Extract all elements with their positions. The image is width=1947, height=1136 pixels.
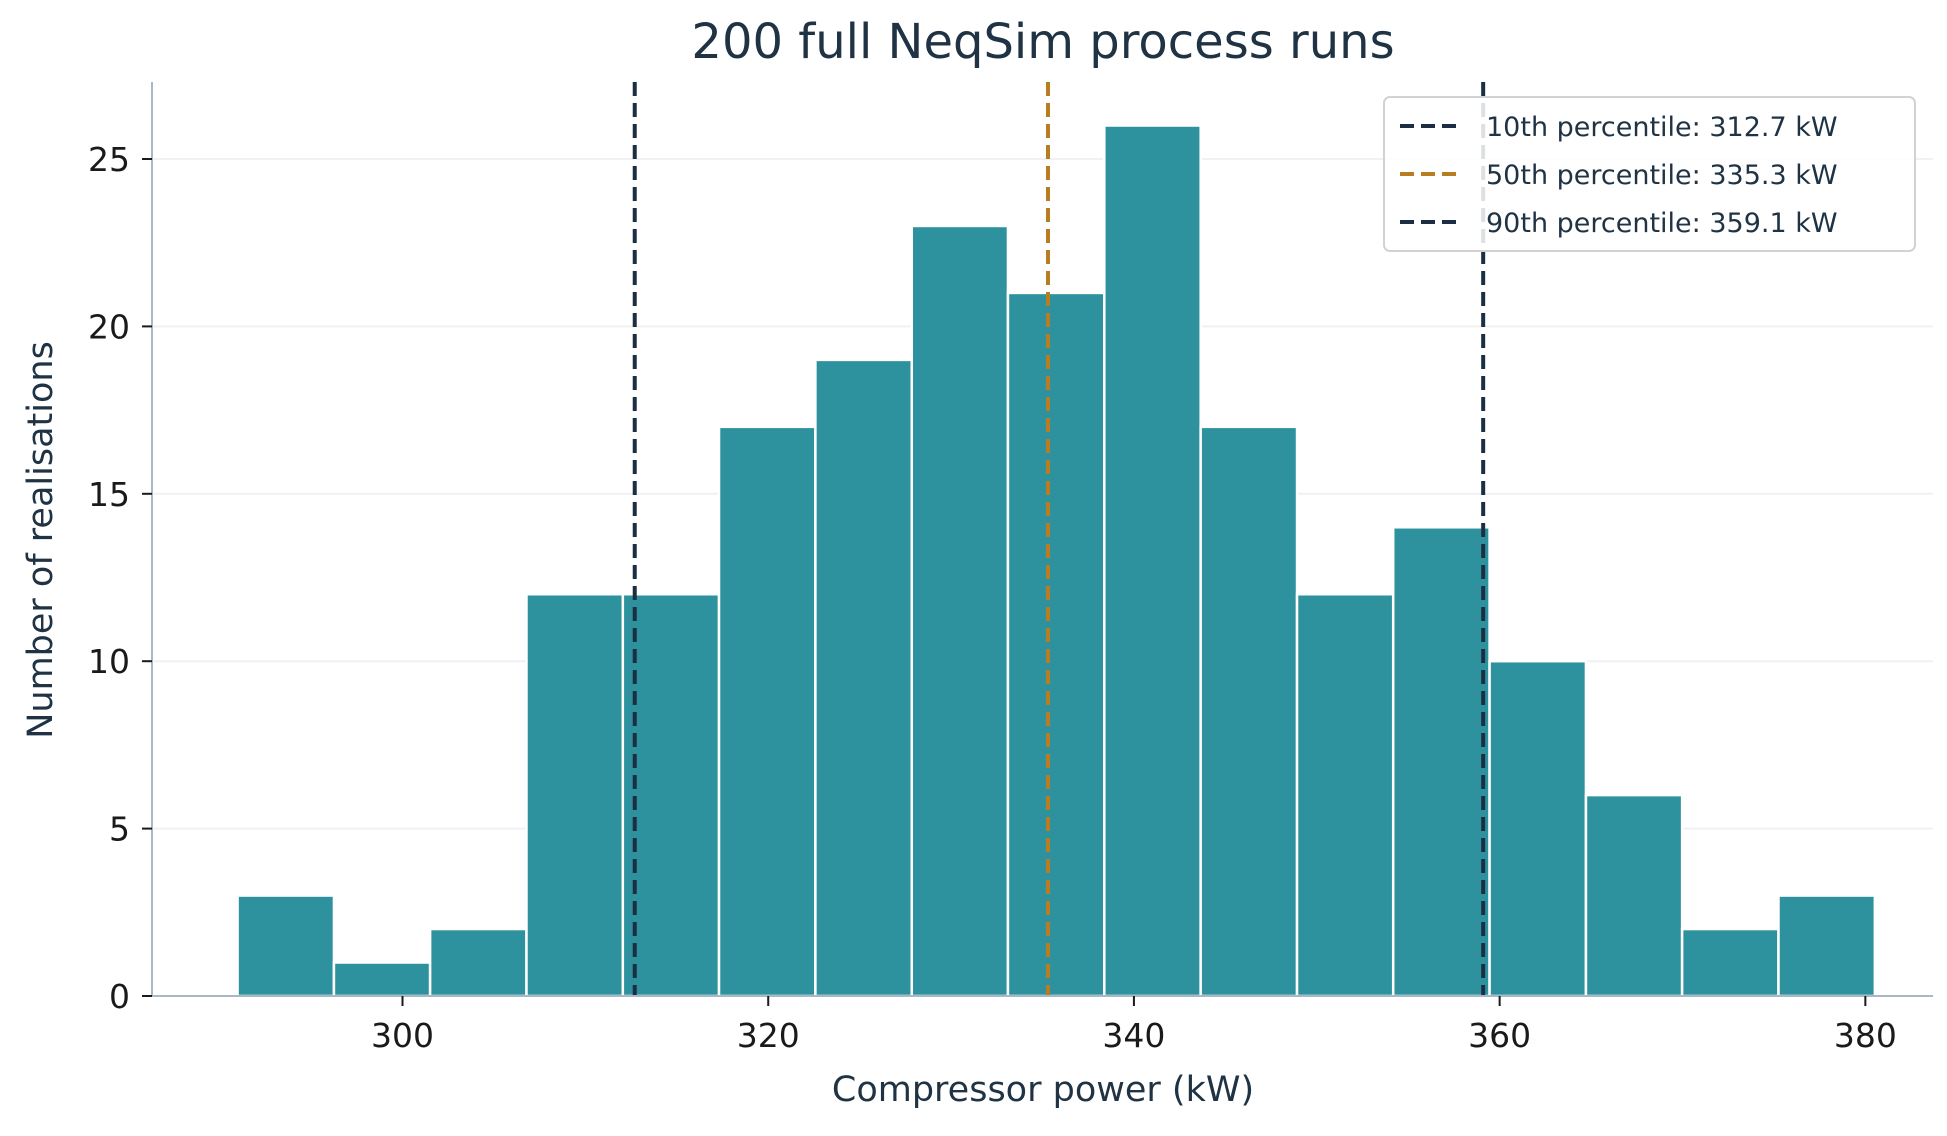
axes-layer [151, 82, 1933, 997]
y-tick-label-4: 20 [88, 307, 130, 346]
y-tick-label-2: 10 [88, 642, 130, 681]
histogram-bar-0 [236, 894, 336, 998]
legend-label-1: 50th percentile: 335.3 kW [1486, 160, 1838, 191]
histogram-bar-15 [1680, 927, 1780, 998]
histogram-bar-2 [428, 927, 528, 998]
x-tick-label-3: 360 [1468, 1016, 1531, 1055]
y-axis-label: Number of realisations [21, 341, 61, 739]
x-tick-label-1: 320 [737, 1016, 800, 1055]
chart-title: 200 full NeqSim process runs [691, 14, 1394, 70]
x-axis-label: Compressor power (kW) [832, 1070, 1254, 1110]
histogram-bar-4 [621, 592, 721, 998]
x-tick-label-0: 300 [371, 1016, 434, 1055]
histogram-bar-9 [1103, 124, 1202, 998]
histogram-bar-11 [1295, 592, 1395, 998]
x-tick-label-2: 340 [1102, 1016, 1165, 1055]
histogram-bar-8 [1006, 291, 1106, 998]
x-tick-label-4: 380 [1834, 1016, 1897, 1055]
histogram-bar-3 [525, 592, 625, 998]
legend-label-0: 10th percentile: 312.7 kW [1486, 112, 1838, 143]
legend-box [1383, 96, 1916, 252]
y-tick-label-5: 25 [88, 140, 130, 179]
histogram-bar-16 [1777, 894, 1877, 998]
ticks-layer: 0 5 10 15 20 25 300 320 340 360 380 [88, 140, 1897, 1055]
y-tick-label-3: 15 [88, 475, 130, 514]
legend-label-2: 90th percentile: 359.1 kW [1486, 208, 1838, 239]
y-tick-label-0: 0 [109, 977, 130, 1016]
histogram-bar-7 [910, 224, 1010, 998]
histogram-bar-10 [1199, 425, 1299, 998]
histogram-bar-12 [1391, 526, 1491, 998]
histogram-bar-1 [332, 961, 432, 998]
bars-layer [236, 124, 1877, 998]
histogram-bar-14 [1584, 793, 1684, 998]
histogram-bar-13 [1488, 659, 1588, 998]
legend: 10th percentile: 312.7 kW 50th percentile… [1383, 96, 1916, 252]
histogram-bar-6 [814, 358, 914, 998]
y-tick-label-1: 5 [109, 810, 130, 849]
histogram-bar-5 [717, 425, 817, 998]
